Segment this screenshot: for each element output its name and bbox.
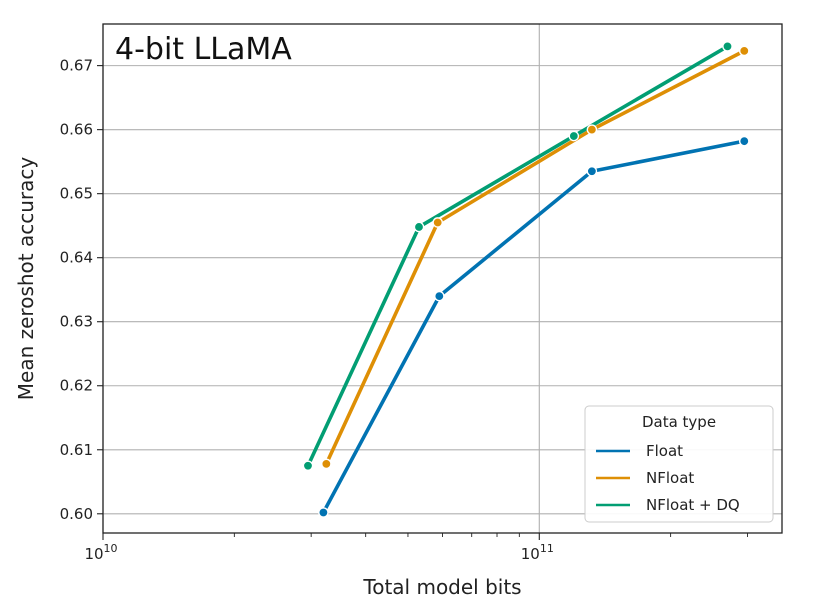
data-point: [586, 165, 598, 177]
legend: Data type Float NFloat NFloat + DQ: [584, 405, 774, 523]
legend-label-nfloat: NFloat: [646, 469, 694, 487]
y-tick-label: 0.63: [60, 313, 93, 331]
data-point: [318, 507, 329, 518]
data-point: [568, 130, 580, 142]
data-point: [738, 135, 750, 147]
y-axis-label: Mean zeroshot accuracy: [14, 157, 38, 401]
data-point: [434, 290, 445, 302]
data-point: [738, 45, 750, 57]
data-point: [586, 124, 598, 135]
y-tick-label: 0.61: [60, 441, 93, 459]
y-tick-label: 0.64: [60, 249, 93, 267]
y-axis-ticks: 0.60 0.61 0.62 0.63 0.64 0.65 0.66 0.67: [60, 57, 103, 523]
data-point: [302, 460, 314, 472]
y-tick-label: 0.65: [60, 185, 93, 203]
legend-label-nfloat-dq: NFloat + DQ: [646, 496, 740, 514]
minor-ticks: [233, 533, 748, 537]
x-axis-label: Total model bits: [362, 575, 521, 599]
data-point: [432, 217, 444, 228]
series-line-nfloat-dq: [306, 44, 730, 468]
x-tick-label: 1011: [521, 542, 554, 563]
x-tick-label: 1010: [84, 542, 117, 563]
series-line-float: [321, 139, 747, 515]
y-tick-label: 0.62: [60, 377, 93, 395]
chart-title: 4-bit LLaMA: [115, 32, 292, 67]
plot-frame: [102, 23, 783, 534]
legend-box: [584, 405, 774, 523]
series-line-nfloat: [324, 49, 747, 466]
data-point: [321, 458, 332, 470]
y-tick-label: 0.60: [60, 505, 93, 523]
series-group: [302, 41, 750, 518]
data-point: [722, 41, 733, 52]
legend-title: Data type: [642, 413, 716, 431]
y-tick-label: 0.66: [60, 121, 93, 139]
data-point: [413, 221, 425, 233]
x-axis-ticks: 1010 1011: [84, 533, 554, 563]
legend-label-float: Float: [646, 442, 683, 460]
y-tick-label: 0.67: [60, 57, 93, 75]
